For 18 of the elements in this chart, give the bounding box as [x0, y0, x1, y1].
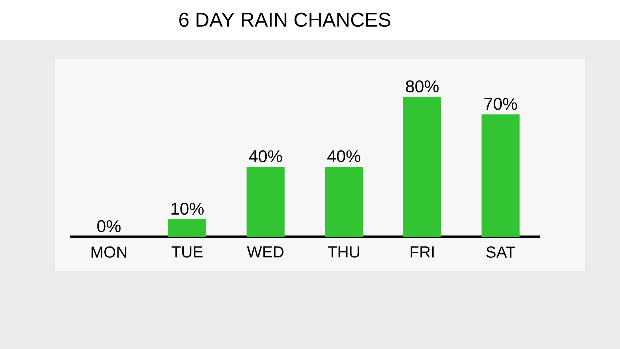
- x-tick-label: MON: [92, 246, 127, 258]
- x-tick-label: FRI: [410, 246, 434, 258]
- x-tick-label: SAT: [486, 246, 516, 258]
- data-label: 0%: [98, 220, 121, 232]
- chart-title: 6 DAY RAIN CHANCES: [180, 12, 391, 28]
- bar: [168, 220, 207, 237]
- bar: [482, 114, 520, 237]
- x-tick-label: WED: [247, 246, 284, 258]
- data-label: 40%: [328, 150, 361, 163]
- data-label: 40%: [249, 150, 282, 163]
- x-tick-label: TUE: [172, 246, 203, 258]
- data-label: 80%: [406, 80, 439, 93]
- data-label: 70%: [484, 98, 518, 110]
- bar: [246, 167, 285, 237]
- bar: [404, 97, 442, 237]
- x-tick-label: THU: [328, 246, 360, 258]
- data-label: 10%: [172, 202, 204, 215]
- bar: [325, 167, 364, 237]
